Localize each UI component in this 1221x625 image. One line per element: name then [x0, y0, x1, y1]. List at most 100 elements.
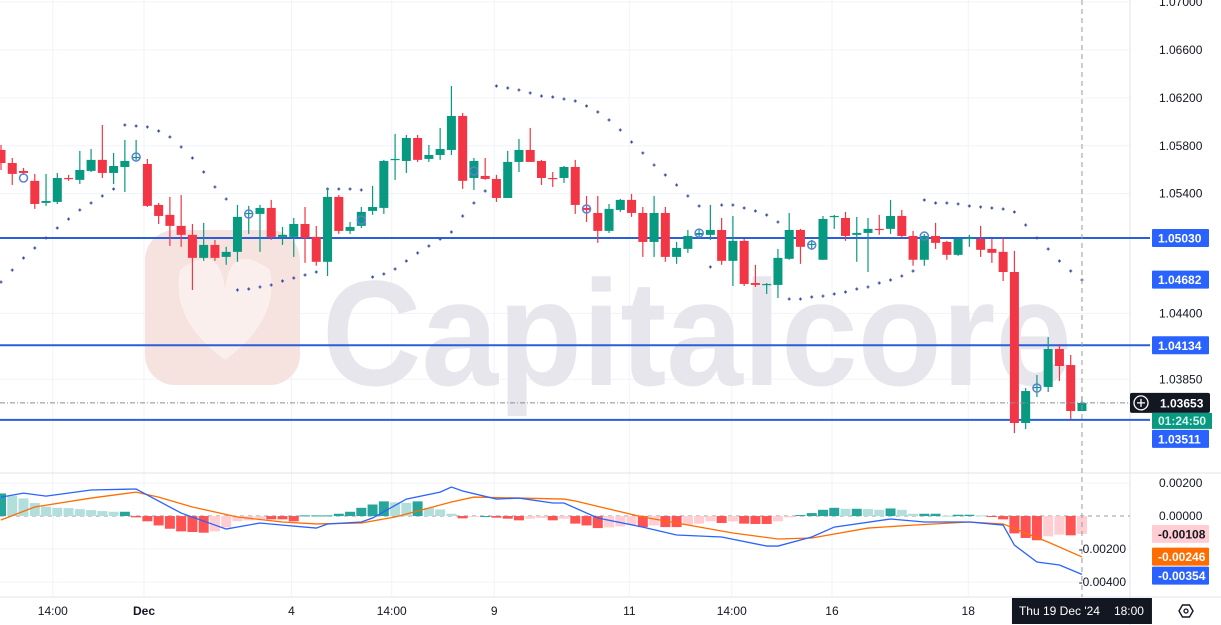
- candle: [593, 195, 603, 243]
- price-label-bg: [1152, 336, 1209, 355]
- psar-dot: [449, 230, 453, 234]
- psar-dot: [393, 267, 397, 271]
- price-tick-label: 1.03850: [1159, 372, 1203, 386]
- macd-histogram-bar: [18, 498, 29, 517]
- candle: [672, 241, 682, 264]
- macd-histogram-bar: [986, 516, 997, 518]
- psar-dot: [810, 295, 814, 299]
- candle: [897, 209, 907, 238]
- candle: [514, 138, 524, 172]
- psar-dot: [742, 206, 746, 210]
- psar-dot: [269, 283, 273, 287]
- macd-histogram-bar: [288, 516, 299, 522]
- time-label: Dec: [133, 604, 155, 618]
- candle-body: [401, 137, 411, 161]
- candle-body: [1021, 391, 1031, 424]
- candle-body: [942, 241, 952, 255]
- macd-value-label: -0.00108: [1158, 527, 1206, 541]
- candle-body: [480, 175, 490, 179]
- macd-histogram-bar: [63, 508, 74, 517]
- price-label-bg: [1152, 228, 1209, 247]
- candle: [784, 212, 794, 260]
- candle: [1066, 354, 1076, 420]
- macd-histogram-bar: [975, 515, 986, 517]
- macd-line: [0, 486, 1083, 576]
- candle: [1009, 250, 1019, 434]
- candle: [942, 240, 952, 260]
- psar-dot: [472, 201, 476, 205]
- candle: [154, 202, 164, 224]
- macd-histogram-bar: [761, 516, 772, 524]
- watermark-text: Capitalcore: [322, 249, 1072, 417]
- candle-body: [829, 215, 839, 218]
- macd-histogram-bar: [446, 513, 457, 517]
- candle: [852, 216, 862, 262]
- candle-body: [863, 228, 873, 233]
- macd-histogram-bar: [480, 516, 491, 518]
- candle-body: [379, 160, 389, 208]
- psar-dot: [89, 201, 93, 205]
- macd-histogram-bar: [1054, 516, 1065, 535]
- macd-histogram-bar: [536, 516, 547, 519]
- candle-body: [491, 178, 501, 198]
- psar-dot: [1001, 207, 1005, 211]
- psar-dot: [753, 209, 757, 213]
- psar-dot: [630, 140, 634, 144]
- candle-body: [435, 148, 445, 155]
- chart-settings-button[interactable]: [1178, 604, 1194, 618]
- macd-value-label-bg: [1152, 524, 1209, 543]
- candle-body: [390, 158, 400, 161]
- psar-dot: [112, 187, 116, 191]
- psar-dot: [945, 201, 949, 205]
- candle-body: [897, 215, 907, 236]
- macd-value-label-bg: [1152, 566, 1209, 585]
- macd-histogram-bar: [457, 516, 468, 519]
- psar-dot: [461, 214, 465, 218]
- candle: [311, 225, 321, 266]
- candle-body: [964, 237, 974, 240]
- psar-dot: [618, 128, 622, 132]
- candle: [717, 217, 727, 265]
- macd-histogram-bar: [1020, 516, 1031, 538]
- candle: [64, 174, 74, 181]
- macd-histogram-bar: [694, 516, 705, 524]
- psar-dot: [889, 278, 893, 282]
- plus-icon-cross: [1137, 398, 1145, 407]
- psar-dot: [539, 94, 543, 98]
- candle-body: [1032, 386, 1042, 389]
- macd-histogram-bar: [74, 509, 85, 517]
- plus-icon: [1133, 395, 1149, 411]
- psar-dot: [1069, 269, 1073, 273]
- psar-dot: [573, 99, 577, 103]
- macd-histogram-bar: [502, 516, 513, 519]
- candle: [1032, 374, 1042, 398]
- macd-histogram-bar: [322, 515, 333, 517]
- candle: [987, 238, 997, 263]
- psar-dot: [832, 292, 836, 296]
- macd-histogram-bar: [604, 516, 615, 528]
- psar-reversal-marker: [694, 228, 704, 238]
- macd-histogram-bar: [750, 516, 761, 524]
- psar-dot: [224, 197, 228, 201]
- candle: [795, 228, 805, 264]
- candle-body: [852, 232, 862, 235]
- macd-histogram-bar: [592, 516, 603, 529]
- psar-dot: [157, 129, 161, 133]
- candle: [210, 239, 220, 261]
- psar-dot: [303, 273, 307, 277]
- candle-body: [514, 149, 524, 162]
- macd-histogram-bar: [254, 516, 265, 520]
- price-tick-label: 1.06200: [1159, 91, 1203, 105]
- candle-body: [244, 212, 254, 215]
- add-alert-button[interactable]: [1133, 395, 1149, 411]
- psar-dot: [134, 124, 138, 128]
- psar-dot: [585, 104, 589, 108]
- macd-histogram-bar: [232, 516, 243, 522]
- psar-dot: [123, 123, 127, 127]
- psar-dot: [202, 170, 206, 174]
- psar-reversal-marker: [356, 215, 367, 225]
- candle-body: [739, 240, 749, 284]
- candle: [739, 238, 749, 287]
- macd-histogram-bar: [1031, 516, 1042, 541]
